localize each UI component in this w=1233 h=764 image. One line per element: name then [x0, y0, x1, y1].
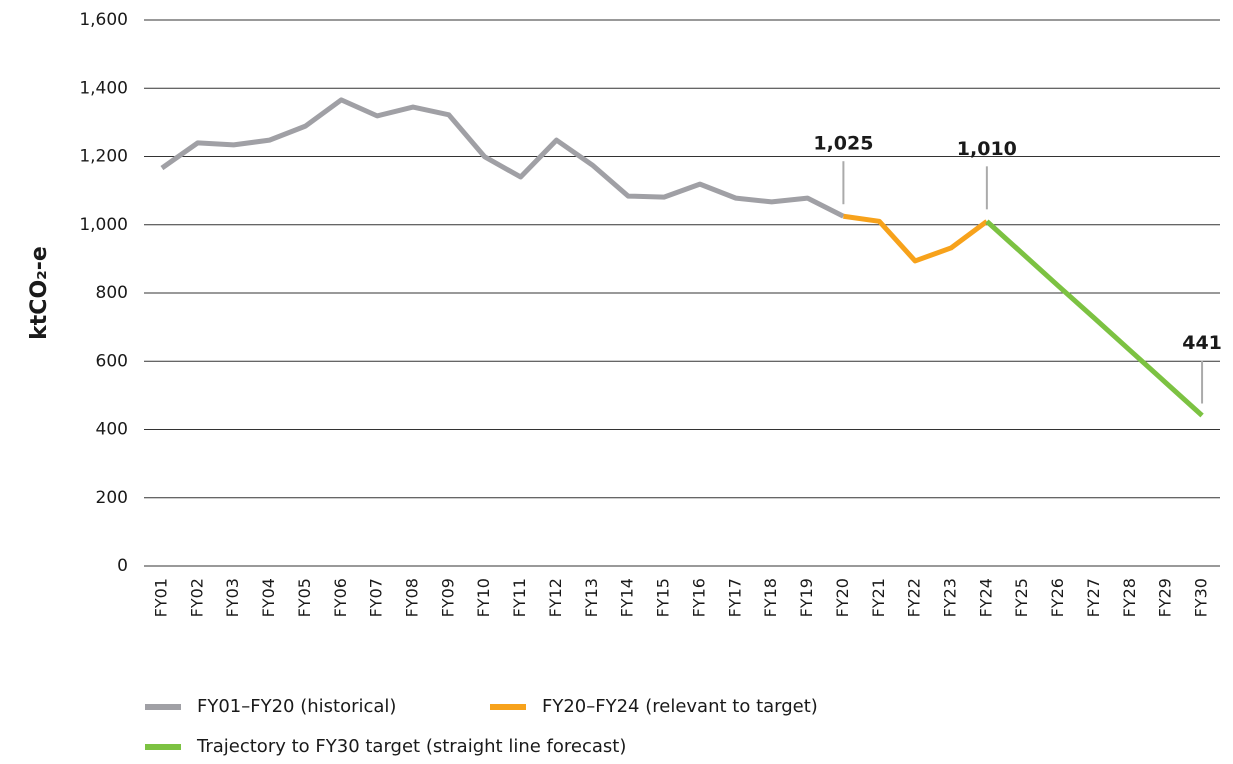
series-line	[160, 97, 845, 219]
x-tick-label: FY11	[510, 578, 529, 617]
x-tick-label: FY05	[295, 578, 314, 617]
x-tick-label: FY08	[403, 578, 422, 617]
x-tick-label: FY24	[976, 578, 995, 617]
x-tick-label: FY17	[725, 578, 744, 617]
x-tick-label: FY18	[761, 578, 780, 617]
x-tick-label: FY15	[654, 578, 673, 617]
y-tick-label: 1,000	[79, 215, 128, 235]
data-label: 1,025	[813, 133, 873, 155]
y-axis-label: ktCO₂-e	[27, 246, 52, 340]
data-label: 441	[1182, 332, 1222, 354]
y-tick-label: 800	[96, 283, 128, 303]
series-line	[985, 219, 1204, 418]
data-label: 1,010	[957, 138, 1017, 160]
x-tick-label: FY04	[259, 578, 278, 617]
x-tick-label: FY27	[1084, 578, 1103, 617]
x-tick-label: FY21	[869, 578, 888, 617]
y-tick-label: 0	[117, 556, 128, 576]
y-tick-label: 200	[96, 488, 128, 508]
x-tick-label: FY14	[618, 578, 637, 617]
x-tick-label: FY28	[1120, 578, 1139, 617]
x-tick-label: FY30	[1192, 578, 1211, 617]
x-tick-label: FY10	[474, 578, 493, 617]
x-tick-label: FY20	[833, 578, 852, 617]
y-tick-label: 400	[96, 420, 128, 440]
x-tick-label: FY06	[331, 578, 350, 617]
legend-label: FY20–FY24 (relevant to target)	[542, 696, 818, 717]
x-tick-label: FY12	[546, 578, 565, 617]
x-tick-label: FY09	[438, 578, 457, 617]
x-tick-label: FY22	[905, 578, 924, 617]
x-tick-label: FY19	[797, 578, 816, 617]
y-tick-label: 600	[96, 351, 128, 371]
y-tick-label: 1,200	[79, 147, 128, 167]
x-tick-label: FY23	[941, 578, 960, 617]
x-tick-label: FY02	[187, 578, 206, 617]
x-tick-label: FY16	[689, 578, 708, 617]
x-tick-label: FY26	[1048, 578, 1067, 617]
y-tick-label: 1,600	[79, 10, 128, 30]
x-tick-label: FY03	[223, 578, 242, 617]
y-tick-label: 1,400	[79, 78, 128, 98]
series-line	[843, 213, 989, 264]
x-tick-label: FY13	[582, 578, 601, 617]
x-tick-label: FY25	[1012, 578, 1031, 617]
x-tick-label: FY07	[367, 578, 386, 617]
x-tick-label: FY01	[151, 578, 170, 617]
legend-label: FY01–FY20 (historical)	[197, 696, 396, 717]
legend-label: Trajectory to FY30 target (straight line…	[196, 736, 626, 757]
x-tick-label: FY29	[1156, 578, 1175, 617]
